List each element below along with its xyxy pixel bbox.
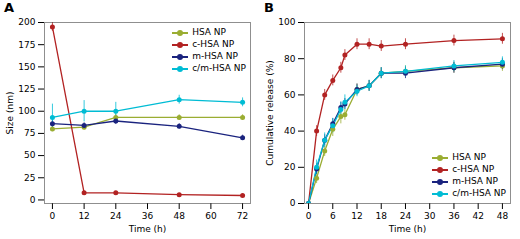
svg-text:72: 72: [237, 211, 248, 221]
html-text:c-HSA NP: c-HSA NP: [452, 164, 495, 174]
html-text:HSA NP: HSA NP: [192, 27, 226, 37]
svg-text:36: 36: [142, 211, 154, 221]
svg-text:48: 48: [173, 211, 185, 221]
svg-text:30: 30: [424, 211, 436, 221]
svg-text:48: 48: [497, 211, 509, 221]
svg-text:6: 6: [330, 211, 336, 221]
html-text:c/m-HSA NP: c/m-HSA NP: [452, 188, 506, 198]
svg-text:0: 0: [50, 211, 56, 221]
svg-text:150: 150: [18, 62, 35, 72]
html-text:c/m-HSA NP: c/m-HSA NP: [192, 63, 246, 73]
svg-text:50: 50: [24, 150, 36, 160]
svg-text:25: 25: [24, 173, 35, 183]
svg-text:100: 100: [278, 17, 295, 27]
svg-text:Time (h): Time (h): [128, 224, 167, 234]
svg-text:0: 0: [306, 211, 312, 221]
svg-text:40: 40: [284, 126, 296, 136]
svg-text:0: 0: [290, 198, 296, 208]
svg-text:Cumulative release (%): Cumulative release (%): [265, 60, 275, 165]
html-text:m-HSA NP: m-HSA NP: [192, 51, 238, 61]
svg-text:80: 80: [284, 54, 296, 64]
svg-text:36: 36: [448, 211, 460, 221]
svg-text:Size (nm): Size (nm): [5, 92, 15, 135]
svg-text:42: 42: [472, 211, 483, 221]
svg-text:200: 200: [18, 17, 35, 27]
html-text:A: A: [4, 0, 15, 15]
html-text:c-HSA NP: c-HSA NP: [192, 39, 235, 49]
html-text:HSA NP: HSA NP: [452, 152, 486, 162]
svg-text:Time (h): Time (h): [388, 224, 427, 234]
html-text:B: B: [264, 0, 274, 15]
svg-text:24: 24: [400, 211, 412, 221]
svg-text:100: 100: [18, 106, 35, 116]
svg-text:24: 24: [110, 211, 122, 221]
svg-text:125: 125: [18, 84, 35, 94]
svg-text:75: 75: [24, 128, 35, 138]
svg-text:20: 20: [284, 162, 296, 172]
svg-text:175: 175: [18, 40, 35, 50]
svg-text:60: 60: [205, 211, 217, 221]
svg-text:0: 0: [30, 195, 36, 205]
html-text:m-HSA NP: m-HSA NP: [452, 176, 498, 186]
svg-text:12: 12: [78, 211, 89, 221]
svg-text:12: 12: [351, 211, 362, 221]
svg-text:60: 60: [284, 90, 296, 100]
svg-text:18: 18: [376, 211, 388, 221]
